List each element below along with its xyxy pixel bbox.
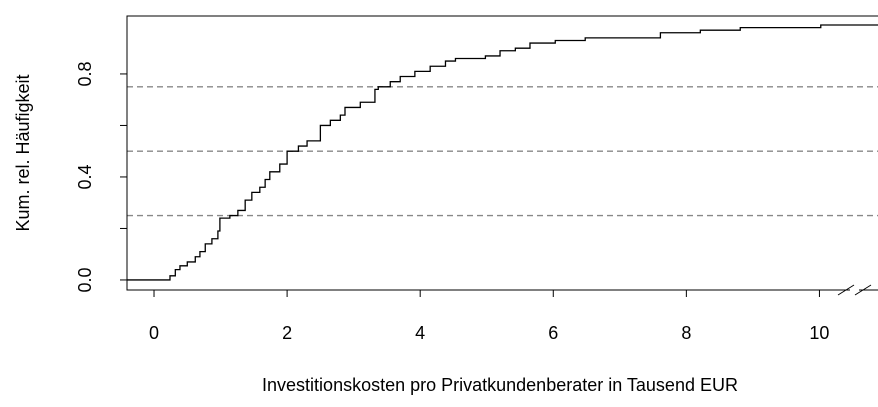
x-tick-label: 8 [681, 323, 691, 343]
axis-break [854, 284, 872, 296]
plot-frame [126, 15, 878, 291]
y-axis-label: Kum. rel. Häufigkeit [13, 74, 33, 231]
x-tick-label: 2 [282, 323, 292, 343]
y-tick-label: 0.4 [75, 164, 95, 189]
y-tick-label: 0.0 [75, 267, 95, 292]
x-tick-label: 10 [809, 323, 829, 343]
x-tick-label: 6 [548, 323, 558, 343]
axis-break-gap [850, 286, 859, 294]
y-tick-label: 0.8 [75, 61, 95, 86]
ecdf-line [127, 24, 878, 281]
x-tick-label: 4 [415, 323, 425, 343]
x-tick-label: 0 [149, 323, 159, 343]
x-axis-label: Investitionskosten pro Privatkundenberat… [262, 375, 738, 395]
axis-break [837, 284, 855, 296]
